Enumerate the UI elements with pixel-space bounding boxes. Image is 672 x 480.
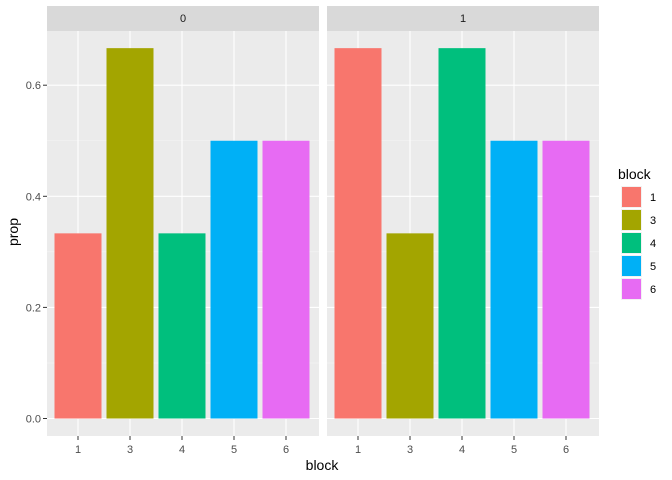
x-tick-label: 6 [283,444,289,456]
facet-panel-1: 1 1 3 4 5 6 [327,6,599,456]
facet-strip-label: 0 [180,13,186,25]
bar-facet0-block5 [210,140,258,419]
bar-facet1-block5 [490,140,538,419]
x-tick-label: 6 [563,444,569,456]
y-tick-label: 0.0 [26,414,41,426]
x-tick-label: 1 [75,444,81,456]
y-axis: 0.0 0.2 0.4 0.6 [26,80,47,426]
legend-swatch-6 [622,279,641,299]
y-tick-label: 0.2 [26,302,41,314]
bar-facet1-block1 [334,48,382,419]
y-tick-label: 0.6 [26,80,41,92]
facet-panels: 0 1 3 4 5 6 1 1 3 4 5 6 [47,6,599,456]
facet-panel-0: 0 1 3 4 5 6 [47,6,319,456]
facet-strip-label: 1 [460,13,466,25]
x-tick-label: 3 [127,444,133,456]
bar-facet1-block4 [438,48,486,419]
legend-swatch-4 [622,233,641,253]
x-tick-label: 4 [179,444,185,456]
x-tick-label: 4 [459,444,465,456]
legend-swatch-3 [622,210,641,230]
y-axis-title: prop [5,218,21,246]
bar-facet0-block3 [106,48,154,419]
facet-strip [327,6,599,31]
legend-title: block [618,166,652,182]
bar-facet0-block6 [262,140,310,419]
x-tick-label: 5 [511,444,517,456]
legend-swatch-1 [622,187,641,207]
legend-swatch-5 [622,256,641,276]
facet-strip [47,6,319,31]
bar-facet1-block6 [542,140,590,419]
bar-facet0-block1 [54,233,102,419]
x-tick-label: 5 [231,444,237,456]
legend-label-3: 3 [650,215,656,227]
legend-label-5: 5 [650,261,656,273]
y-tick-label: 0.4 [26,191,41,203]
x-tick-label: 3 [407,444,413,456]
legend-label-4: 4 [650,238,656,250]
legend-label-6: 6 [650,284,656,296]
x-tick-label: 1 [355,444,361,456]
x-axis-title: block [306,457,340,473]
bar-facet1-block3 [386,233,434,419]
bar-facet0-block4 [158,233,206,419]
legend-label-1: 1 [650,192,656,204]
legend: block 1 3 4 5 6 [618,166,656,300]
